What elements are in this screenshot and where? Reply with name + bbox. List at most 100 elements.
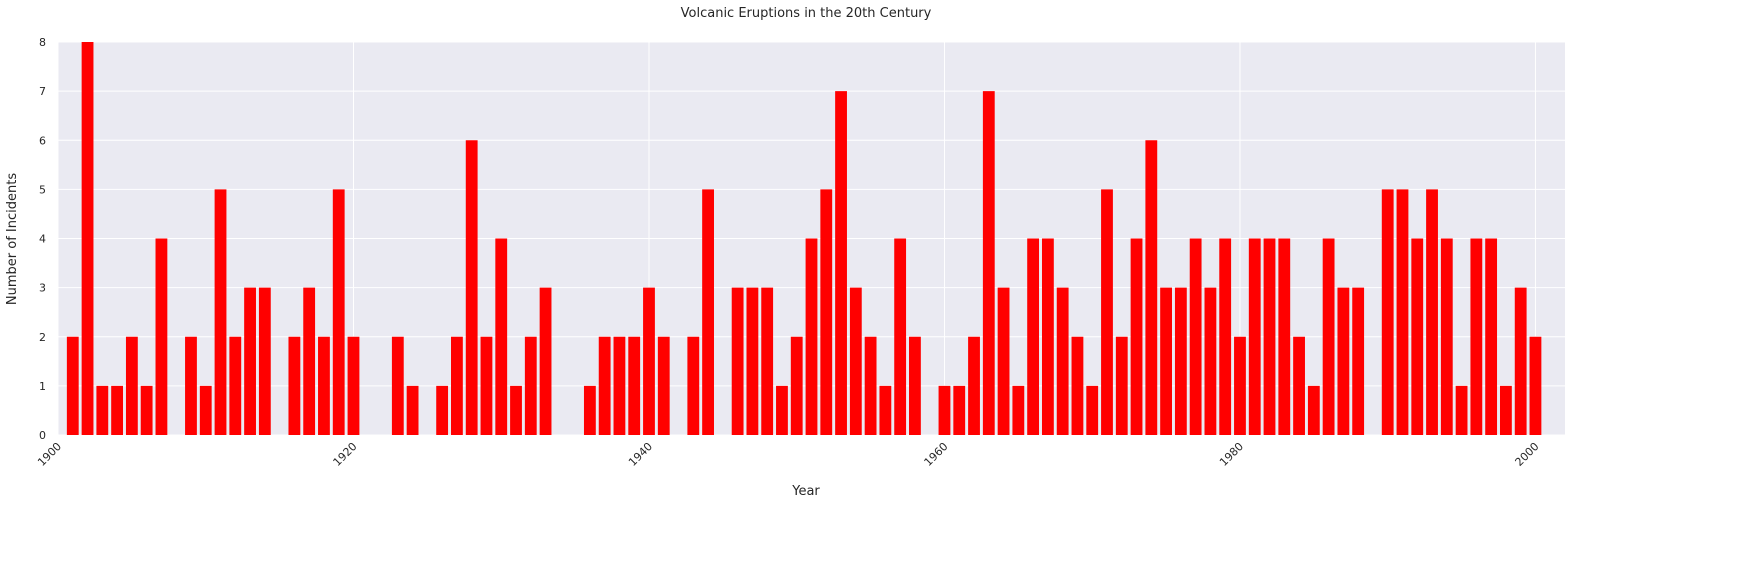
bar	[332, 189, 345, 435]
y-tick-label: 4	[39, 233, 46, 246]
bar	[1086, 385, 1099, 435]
bar	[761, 287, 774, 435]
bar	[1514, 287, 1527, 435]
bar	[229, 336, 242, 435]
bar	[125, 336, 138, 435]
bar	[185, 336, 197, 435]
bar	[583, 385, 596, 435]
y-axis-ticks: 0 1 2 3 4 5 6 7 8	[39, 36, 46, 442]
bar	[406, 385, 419, 435]
y-tick-label: 3	[39, 282, 46, 295]
x-tick-label: 1900	[35, 440, 64, 469]
bar	[598, 336, 611, 435]
bar	[1352, 287, 1365, 435]
bar	[776, 385, 788, 435]
chart-title: Volcanic Eruptions in the 20th Century	[681, 6, 932, 21]
bar	[1470, 238, 1483, 435]
bar	[258, 287, 271, 435]
bar	[1381, 189, 1394, 435]
x-tick-label: 1920	[331, 440, 360, 469]
bar	[687, 336, 700, 435]
bar	[968, 336, 980, 435]
bar	[1293, 336, 1305, 435]
bar	[1529, 336, 1542, 435]
bar	[1160, 287, 1172, 435]
bar	[820, 189, 833, 435]
x-tick-label: 2000	[1513, 440, 1542, 469]
bar	[1337, 287, 1350, 435]
bar	[111, 385, 124, 435]
bar	[1322, 238, 1335, 435]
bar	[303, 287, 316, 435]
y-tick-label: 8	[39, 36, 46, 49]
bar	[1012, 385, 1025, 435]
bar	[702, 189, 714, 435]
bar	[1248, 238, 1261, 435]
y-tick-label: 2	[39, 331, 46, 344]
bar	[288, 336, 301, 435]
bar	[1485, 238, 1498, 435]
bar	[1263, 238, 1276, 435]
bar	[140, 385, 153, 435]
bar	[199, 385, 212, 435]
bar	[864, 336, 877, 435]
y-tick-label: 0	[39, 429, 46, 442]
bar	[1219, 238, 1232, 435]
bar	[480, 336, 493, 435]
bar	[1130, 238, 1143, 435]
bar	[1145, 140, 1158, 435]
bar	[436, 385, 449, 435]
bar	[997, 287, 1010, 435]
bar	[1307, 385, 1320, 435]
y-tick-label: 1	[39, 380, 46, 393]
bar	[1115, 336, 1128, 435]
bar	[214, 189, 227, 435]
bar	[938, 385, 951, 435]
bar	[244, 287, 256, 435]
bar	[96, 385, 109, 435]
bar	[1396, 189, 1409, 435]
bar	[613, 336, 626, 435]
bar	[1071, 336, 1084, 435]
bar	[524, 336, 537, 435]
bar	[746, 287, 759, 435]
bar	[1027, 238, 1040, 435]
bar	[391, 336, 404, 435]
x-tick-label: 1980	[1217, 440, 1246, 469]
bars	[66, 42, 1542, 435]
y-tick-label: 5	[39, 183, 46, 196]
bar	[1426, 189, 1438, 435]
bar	[81, 42, 94, 435]
bar	[1234, 336, 1246, 435]
bar	[790, 336, 803, 435]
bar	[155, 238, 168, 435]
bar	[318, 336, 330, 435]
bar	[1411, 238, 1424, 435]
bar	[879, 385, 892, 435]
bar	[465, 140, 478, 435]
bar	[1041, 238, 1054, 435]
bar	[495, 238, 508, 435]
bar	[835, 91, 847, 435]
x-tick-label: 1960	[922, 440, 951, 469]
bar	[805, 238, 818, 435]
bar	[510, 385, 522, 435]
bar	[1189, 238, 1202, 435]
y-tick-label: 7	[39, 85, 46, 98]
bar	[982, 91, 995, 435]
x-tick-label: 1940	[626, 440, 655, 469]
bar	[731, 287, 744, 435]
bar	[1455, 385, 1468, 435]
bar	[953, 385, 966, 435]
bar	[849, 287, 862, 435]
bar	[1499, 385, 1512, 435]
bar	[628, 336, 641, 435]
x-axis-ticks: 1900 1920 1940 1960 1980 2000	[35, 440, 1541, 469]
bar	[1056, 287, 1069, 435]
bar	[1101, 189, 1113, 435]
y-tick-label: 6	[39, 134, 46, 147]
bar	[1278, 238, 1291, 435]
bar	[657, 336, 670, 435]
